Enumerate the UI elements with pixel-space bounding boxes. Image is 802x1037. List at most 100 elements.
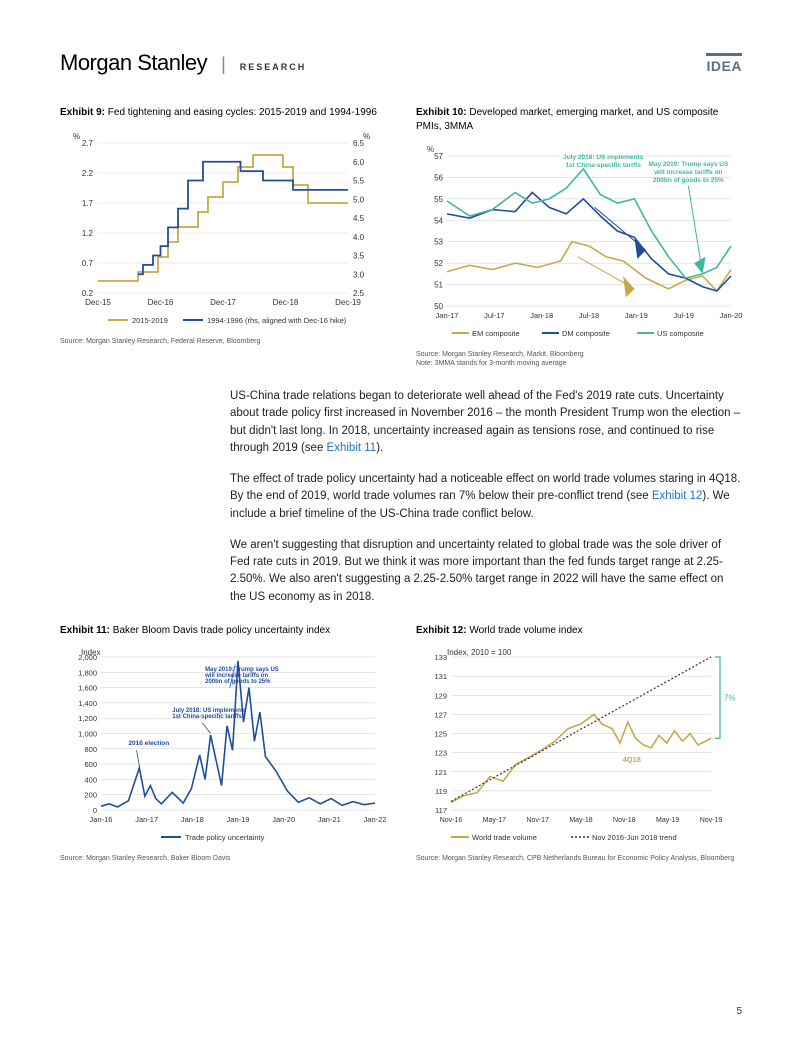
svg-text:US composite: US composite xyxy=(657,329,704,338)
svg-text:Jan-22: Jan-22 xyxy=(364,815,386,824)
svg-text:1st China-specific tariffs: 1st China-specific tariffs xyxy=(565,162,641,169)
svg-text:400: 400 xyxy=(84,776,97,785)
svg-text:0: 0 xyxy=(93,806,97,815)
svg-text:52: 52 xyxy=(434,259,443,268)
exhibit-9-source: Source: Morgan Stanley Research, Federal… xyxy=(60,337,386,346)
svg-text:%: % xyxy=(427,145,434,154)
svg-text:1.2: 1.2 xyxy=(82,229,94,238)
svg-text:1,200: 1,200 xyxy=(78,715,97,724)
svg-text:May 2019: Trump says US: May 2019: Trump says US xyxy=(648,161,729,168)
svg-text:Nov-19: Nov-19 xyxy=(700,817,723,824)
exhibit-10-source: Source: Morgan Stanley Research, Markit,… xyxy=(416,350,742,368)
exhibit-12-caption: World trade volume index xyxy=(469,625,582,636)
svg-text:57: 57 xyxy=(434,152,443,161)
svg-text:3.0: 3.0 xyxy=(353,270,365,279)
svg-text:Dec-16: Dec-16 xyxy=(148,298,174,307)
svg-text:51: 51 xyxy=(434,281,443,290)
svg-text:1.7: 1.7 xyxy=(82,199,94,208)
exhibit-12: Exhibit 12: World trade volume index Ind… xyxy=(416,624,742,864)
svg-text:600: 600 xyxy=(84,761,97,770)
svg-text:DM composite: DM composite xyxy=(562,329,610,338)
svg-text:129: 129 xyxy=(434,692,447,701)
body-para-1: US-China trade relations began to deteri… xyxy=(230,388,742,457)
exhibit-11-caption: Baker Bloom Davis trade policy uncertain… xyxy=(113,625,330,636)
svg-text:Nov-16: Nov-16 xyxy=(440,817,463,824)
exhibit-11-source: Source: Morgan Stanley Research, Baker B… xyxy=(60,854,386,863)
svg-text:3.5: 3.5 xyxy=(353,251,365,260)
exhibit-9-chart: %%0.20.71.21.72.22.72.53.03.54.04.55.05.… xyxy=(60,128,386,328)
svg-text:54: 54 xyxy=(434,216,443,225)
header-section-label: RESEARCH xyxy=(240,62,307,72)
svg-text:Trade policy uncertainty: Trade policy uncertainty xyxy=(185,833,265,842)
svg-text:125: 125 xyxy=(434,730,447,739)
svg-text:6.0: 6.0 xyxy=(353,157,365,166)
svg-text:2.7: 2.7 xyxy=(82,139,94,148)
svg-text:Jan-20: Jan-20 xyxy=(720,311,742,320)
svg-text:1,400: 1,400 xyxy=(78,699,97,708)
exhibit-11-title: Exhibit 11: Baker Bloom Davis trade poli… xyxy=(60,624,386,638)
svg-text:5.5: 5.5 xyxy=(353,176,365,185)
svg-text:will increase tariffs on: will increase tariffs on xyxy=(204,673,268,679)
para1-link[interactable]: Exhibit 11 xyxy=(327,442,377,454)
svg-text:2.5: 2.5 xyxy=(353,289,365,298)
svg-text:4.0: 4.0 xyxy=(353,232,365,241)
svg-text:2.2: 2.2 xyxy=(82,169,94,178)
svg-text:will increase tariffs on: will increase tariffs on xyxy=(653,169,722,176)
svg-text:Jan-17: Jan-17 xyxy=(436,311,459,320)
svg-text:200: 200 xyxy=(84,791,97,800)
svg-text:Nov 2016-Jun 2018 trend: Nov 2016-Jun 2018 trend xyxy=(592,833,677,842)
svg-text:Jan-21: Jan-21 xyxy=(318,815,341,824)
exhibit-10-source-line2: Note: 3MMA stands for 3-month moving ave… xyxy=(416,359,742,368)
exhibit-9-label: Exhibit 9: xyxy=(60,107,105,118)
page-header: Morgan Stanley | RESEARCH IDEA xyxy=(60,50,742,76)
svg-text:Jan-16: Jan-16 xyxy=(90,815,113,824)
svg-text:4Q18: 4Q18 xyxy=(623,756,641,765)
svg-text:Nov-18: Nov-18 xyxy=(613,817,636,824)
exhibit-11-chart: Index02004006008001,0001,2001,4001,6001,… xyxy=(60,645,386,845)
charts-row-bottom: Exhibit 11: Baker Bloom Davis trade poli… xyxy=(60,624,742,864)
svg-text:Dec-15: Dec-15 xyxy=(85,298,111,307)
svg-text:1,000: 1,000 xyxy=(78,730,97,739)
svg-text:Jan-19: Jan-19 xyxy=(625,311,648,320)
svg-text:Jan-17: Jan-17 xyxy=(135,815,158,824)
svg-text:2015-2019: 2015-2019 xyxy=(132,316,168,325)
svg-text:2,000: 2,000 xyxy=(78,653,97,662)
svg-text:1,600: 1,600 xyxy=(78,684,97,693)
svg-text:May-17: May-17 xyxy=(483,817,506,824)
brand-logo: Morgan Stanley xyxy=(60,50,207,76)
para2-link[interactable]: Exhibit 12 xyxy=(652,490,703,502)
page-number: 5 xyxy=(736,1006,742,1017)
para1-text-b: ). xyxy=(376,442,383,454)
exhibit-11-label: Exhibit 11: xyxy=(60,625,110,636)
svg-text:World trade volume: World trade volume xyxy=(472,833,537,842)
idea-text: IDEA xyxy=(706,58,742,74)
svg-text:%: % xyxy=(73,132,80,141)
svg-text:7%: 7% xyxy=(724,694,736,703)
svg-text:56: 56 xyxy=(434,173,443,182)
header-divider: | xyxy=(221,54,226,75)
svg-text:133: 133 xyxy=(434,653,447,662)
svg-text:0.7: 0.7 xyxy=(82,259,94,268)
para1-text-a: US-China trade relations began to deteri… xyxy=(230,390,740,454)
exhibit-12-label: Exhibit 12: xyxy=(416,625,467,636)
svg-text:4.5: 4.5 xyxy=(353,214,365,223)
exhibit-10-chart: %5051525354555657Jan-17Jul-17Jan-18Jul-1… xyxy=(416,141,742,341)
svg-text:5.0: 5.0 xyxy=(353,195,365,204)
svg-text:July 2018: US implements: July 2018: US implements xyxy=(563,154,644,161)
idea-line xyxy=(706,53,742,56)
svg-text:200bn of goods to 25%: 200bn of goods to 25% xyxy=(653,177,724,184)
body-para-3: We aren't suggesting that disruption and… xyxy=(230,537,742,606)
charts-row-top: Exhibit 9: Fed tightening and easing cyc… xyxy=(60,106,742,368)
svg-text:Nov-17: Nov-17 xyxy=(526,817,549,824)
svg-text:123: 123 xyxy=(434,749,447,758)
svg-text:Index, 2010 = 100: Index, 2010 = 100 xyxy=(447,648,512,657)
exhibit-10: Exhibit 10: Developed market, emerging m… xyxy=(416,106,742,368)
svg-text:EM composite: EM composite xyxy=(472,329,520,338)
svg-text:200bn of goods to 25%: 200bn of goods to 25% xyxy=(205,679,271,685)
exhibit-10-label: Exhibit 10: xyxy=(416,107,467,118)
svg-text:Jul-17: Jul-17 xyxy=(484,311,504,320)
svg-text:Jan-19: Jan-19 xyxy=(227,815,250,824)
exhibit-9: Exhibit 9: Fed tightening and easing cyc… xyxy=(60,106,386,368)
exhibit-10-title: Exhibit 10: Developed market, emerging m… xyxy=(416,106,742,133)
svg-text:2016 election: 2016 election xyxy=(128,740,169,747)
